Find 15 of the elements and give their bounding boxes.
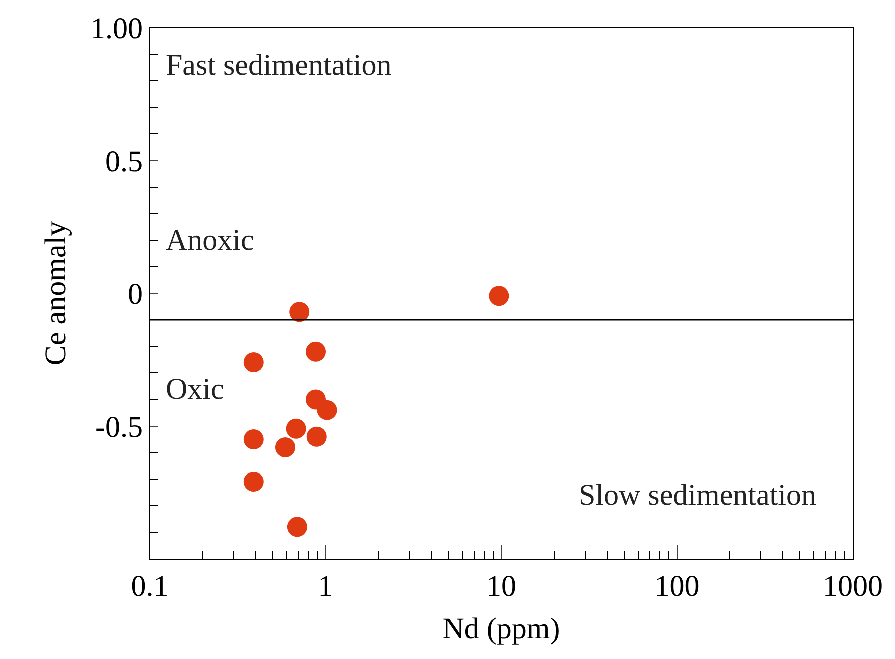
annotation: Oxic (166, 373, 224, 406)
annotation: Slow sedimentation (579, 479, 816, 512)
x-tick-label: 0.1 (131, 570, 169, 603)
annotation: Anoxic (166, 224, 254, 257)
x-axis-title: Nd (ppm) (442, 612, 560, 646)
y-axis-title: Ce anomaly (40, 221, 72, 366)
x-tick-label: 1000 (823, 570, 883, 603)
x-tick-label: 1 (318, 570, 334, 603)
x-tick-label: 100 (654, 570, 700, 603)
x-tick-label: 10 (486, 570, 516, 603)
y-tick-label: -0.5 (96, 410, 143, 444)
annotation: Fast sedimentation (166, 49, 392, 82)
y-tick-label: 0.5 (106, 145, 143, 178)
y-tick-label: 0 (128, 278, 143, 311)
y-tick-label: 1.00 (90, 12, 143, 46)
